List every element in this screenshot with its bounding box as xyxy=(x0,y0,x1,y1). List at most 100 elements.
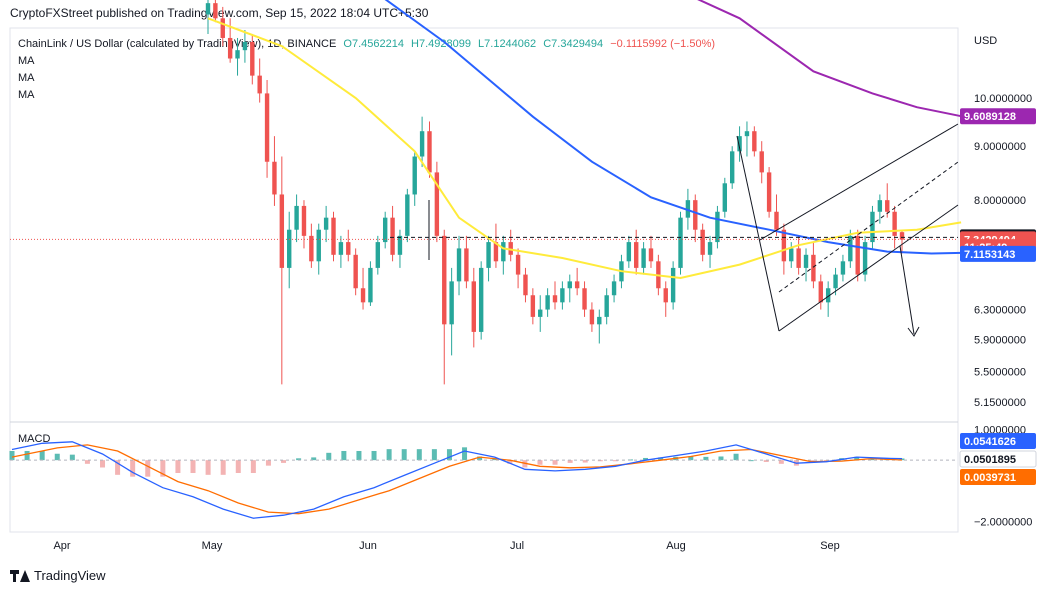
macd-histogram-bar xyxy=(431,449,437,461)
candle-body xyxy=(538,309,543,317)
candle-body xyxy=(508,242,513,255)
macd-histogram-bar xyxy=(854,456,860,461)
time-tick-label: May xyxy=(202,540,223,552)
ma-label-3[interactable]: MA xyxy=(18,89,35,101)
macd-histogram-bar xyxy=(205,460,211,475)
macd-histogram-bar xyxy=(311,457,317,461)
candle-body xyxy=(427,131,432,173)
candle-body xyxy=(353,254,358,289)
macd-signal-line xyxy=(11,444,903,515)
ohlc-high: H7.4928099 xyxy=(411,38,471,50)
footer-brand: TradingView xyxy=(34,568,106,583)
macd-indicator-label[interactable]: MACD xyxy=(18,433,51,445)
macd-histogram-bar xyxy=(235,460,241,473)
candle-body xyxy=(545,295,550,310)
time-axis: Apr May Jun Jul Aug Sep xyxy=(53,540,839,552)
ma-label-2[interactable]: MA xyxy=(18,72,35,84)
macd-histogram-bar xyxy=(808,460,814,462)
projection-arrow-head xyxy=(907,326,920,337)
macd-histogram-bar xyxy=(326,452,332,461)
candle-body xyxy=(338,242,344,255)
candle-body xyxy=(729,151,735,184)
candle-body xyxy=(301,205,307,236)
price-label-text: 7.3429494 xyxy=(964,234,1017,246)
price-tick-label: 5.5000000 xyxy=(974,367,1026,379)
macd-histogram-bar xyxy=(356,450,362,461)
macd-histogram-bar xyxy=(341,450,347,461)
price-tick-label: 6.3000000 xyxy=(974,305,1026,317)
candle-body xyxy=(309,235,314,262)
candle-body xyxy=(759,151,764,173)
candle-body xyxy=(899,232,905,240)
macd-histogram-bar xyxy=(54,453,60,461)
macd-histogram-bar xyxy=(160,460,166,477)
candle-body xyxy=(346,242,351,255)
candle-body xyxy=(870,211,875,243)
candle-body xyxy=(382,217,388,243)
channel-upper-line xyxy=(759,123,959,241)
candle-body xyxy=(796,248,801,268)
candle-body xyxy=(892,211,897,236)
candle-body xyxy=(678,217,683,268)
candle-body xyxy=(368,267,373,303)
macd-histogram-bar xyxy=(612,460,618,462)
price-tick-label: 10.0000000 xyxy=(974,93,1032,105)
macd-histogram-bar xyxy=(416,449,422,461)
candle-body xyxy=(774,211,779,230)
candle-body xyxy=(397,235,403,255)
candle-body xyxy=(597,316,602,325)
candle-body xyxy=(885,200,890,212)
macd-histogram-bar xyxy=(733,453,739,461)
macd-histogram-bar xyxy=(567,460,573,463)
candle-body xyxy=(840,261,846,275)
candle-body xyxy=(294,205,299,230)
time-tick-label: Apr xyxy=(53,540,70,552)
macd-histogram-bar xyxy=(627,459,633,461)
macd-histogram-bar xyxy=(175,460,181,473)
macd-histogram-bar xyxy=(778,460,784,464)
candle-body xyxy=(405,194,410,236)
macd-histogram-bar xyxy=(69,454,75,461)
candle-body xyxy=(390,217,395,255)
price-tick-label: 8.0000000 xyxy=(974,195,1026,207)
macd-value-box xyxy=(960,433,1036,449)
macd-histogram-bar xyxy=(190,460,196,473)
macd-histogram-bar xyxy=(9,450,15,461)
macd-histogram-bar xyxy=(869,459,875,461)
candle-body xyxy=(737,136,742,152)
macd-histogram-bar xyxy=(552,460,558,465)
candle-body xyxy=(434,172,440,236)
candle-body xyxy=(811,254,816,282)
candle-body xyxy=(833,274,838,289)
macd-histogram-bar xyxy=(265,460,271,466)
price-label-text: 7.1153143 xyxy=(964,249,1015,261)
ohlc-low: L7.1244062 xyxy=(478,38,537,50)
down-leg-line xyxy=(736,135,780,332)
price-label-box xyxy=(960,229,1036,246)
macd-histogram-bar xyxy=(100,460,106,468)
macd-histogram-bar xyxy=(763,460,769,462)
published-header: CryptoFXStreet published on TradingView.… xyxy=(10,6,429,20)
candle-body xyxy=(478,267,484,332)
candle-body xyxy=(707,242,713,255)
candle-body xyxy=(634,242,639,268)
macd-histogram-bar xyxy=(839,458,845,461)
symbol-title[interactable]: ChainLink / US Dollar (calculated by Tra… xyxy=(18,38,337,50)
candle-body xyxy=(700,229,705,255)
candle-body xyxy=(722,183,728,212)
macd-histogram-bar xyxy=(899,458,905,461)
macd-histogram-bar xyxy=(115,460,121,475)
time-tick-label: Aug xyxy=(666,540,686,552)
candle-body xyxy=(715,211,720,243)
price-axis: USD 10.0000000 9.0000000 8.0000000 6.3000000… xyxy=(959,35,1037,528)
macd-histogram-bar xyxy=(84,460,90,464)
ma-label-1[interactable]: MA xyxy=(18,55,35,67)
tradingview-footer[interactable]: TradingView xyxy=(10,568,106,583)
candle-body xyxy=(287,229,292,268)
candle-body xyxy=(825,288,831,303)
macd-tick-label: −2.0000000 xyxy=(974,516,1032,528)
macd-histogram-bar xyxy=(703,456,709,461)
macd-value-text: 0.0039731 xyxy=(964,472,1016,484)
candle-body xyxy=(744,131,750,137)
candle-body xyxy=(331,217,336,255)
